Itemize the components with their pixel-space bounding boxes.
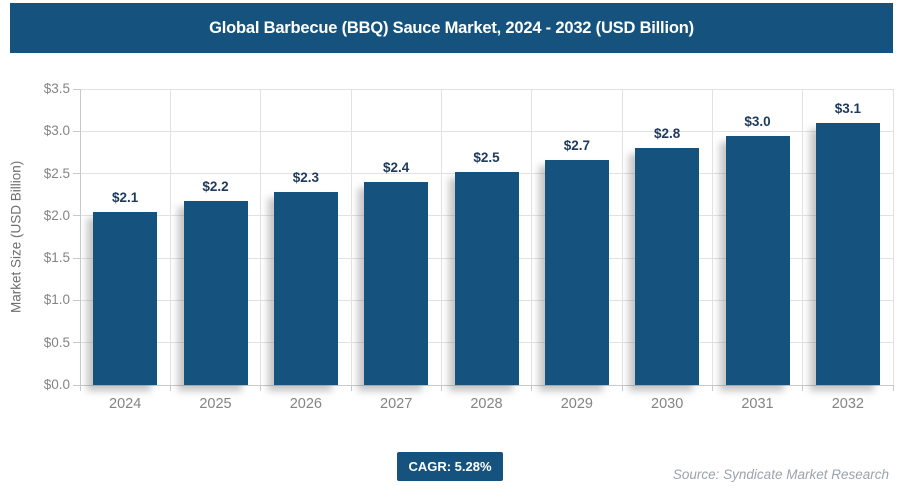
y-tick-label: $2.5 [43,165,70,181]
v-gridline [621,89,623,385]
y-axis-tick [73,299,80,301]
bar [364,182,429,385]
bar [454,171,519,385]
y-axis-tick [73,173,80,175]
cagr-label: CAGR: 5.28% [408,459,492,474]
bar-value-label: $2.8 [654,126,681,142]
x-tick-label: 2026 [289,396,322,412]
bar [93,211,158,385]
chart-title: Global Barbecue (BBQ) Sauce Market, 2024… [209,18,694,37]
v-gridline [711,89,713,385]
bar [725,135,790,385]
y-tick-label: $3.5 [43,81,70,96]
x-axis-line [80,385,893,386]
x-tick-label: 2028 [470,396,503,412]
v-gridline [440,89,442,385]
x-tick-label: 2030 [651,396,684,412]
bar-value-label: $3.0 [744,113,771,129]
h-gridline [80,130,893,132]
bar-value-label: $2.7 [563,138,590,154]
y-axis-tick [73,384,80,386]
y-tick-label: $3.0 [43,123,70,139]
y-tick-label: $2.0 [43,207,70,223]
v-gridline [892,89,894,385]
bar [273,192,338,385]
h-gridline [80,88,893,90]
x-axis-tick [79,385,81,391]
x-tick-label: 2031 [741,396,774,412]
x-axis-tick [169,385,171,391]
bar-value-label: $3.1 [834,100,861,116]
x-tick-label: 2027 [380,396,413,412]
y-tick-label: $1.5 [43,250,70,266]
y-axis-tick [73,215,80,217]
x-tick-label: 2032 [831,396,864,412]
y-axis-tick [73,130,80,132]
y-axis-title: Market Size (USD Billion) [8,160,24,314]
v-gridline [260,89,262,385]
x-axis-tick [711,385,713,391]
bar-value-label: $2.5 [473,149,500,165]
bar [635,148,700,385]
bar-value-label: $2.2 [202,179,229,195]
x-axis-tick [892,385,894,391]
chart-title-bar: Global Barbecue (BBQ) Sauce Market, 2024… [10,3,893,53]
bar [815,122,880,385]
y-axis-tick [73,88,80,90]
v-gridline [169,89,171,385]
y-axis-tick [73,342,80,344]
v-gridline [802,89,804,385]
bar [183,201,248,385]
plot-area: $0.0 $0.5 $1.0 $1.5 $2.0 $2.5 $3.0 $3.5 $2.1 2024… [44,81,894,412]
bar [544,160,609,385]
bar-value-label: $2.1 [112,189,139,205]
v-gridline [350,89,352,385]
x-tick-label: 2029 [560,396,593,412]
x-axis-tick [260,385,262,391]
y-tick-label: $0.0 [43,377,70,392]
y-tick-label: $1.0 [43,292,70,308]
x-tick-label: 2024 [109,396,142,412]
x-tick-label: 2025 [199,396,232,412]
x-axis-tick [350,385,352,391]
x-axis-tick [621,385,623,391]
bar-value-label: $2.4 [383,160,410,176]
y-tick-label: $0.5 [43,334,70,350]
cagr-badge: CAGR: 5.28% [397,452,503,481]
y-axis-tick [73,257,80,259]
x-axis-tick [802,385,804,391]
x-axis-tick [440,385,442,391]
y-axis-line [80,89,81,385]
source-attribution: Source: Syndicate Market Research [672,467,889,482]
v-gridline [531,89,533,385]
x-axis-tick [531,385,533,391]
bar-value-label: $2.3 [292,170,319,186]
